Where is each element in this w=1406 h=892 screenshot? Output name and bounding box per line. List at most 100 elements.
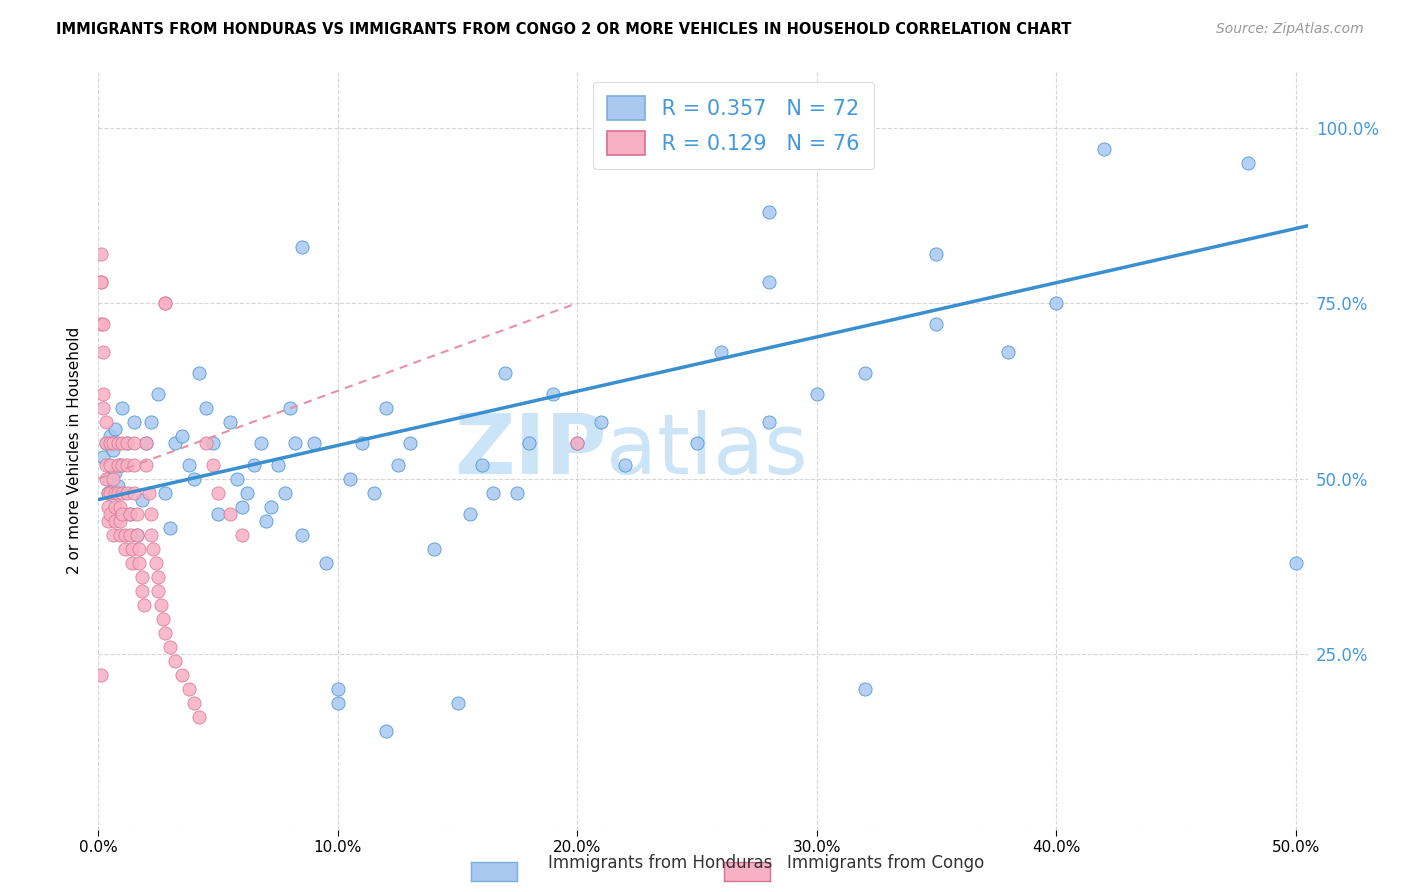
Point <box>124 485 146 500</box>
Point <box>179 682 201 697</box>
Point <box>90 317 112 331</box>
Point <box>90 275 112 289</box>
Point <box>104 514 127 528</box>
Point <box>100 458 122 472</box>
Point <box>291 240 314 254</box>
Point <box>470 458 492 472</box>
Point <box>155 626 177 640</box>
Point <box>446 696 468 710</box>
Point <box>350 436 373 450</box>
Point <box>90 247 112 261</box>
Point <box>614 458 637 472</box>
Point <box>101 471 124 485</box>
Point <box>398 436 420 450</box>
Point <box>159 521 181 535</box>
Point <box>90 275 112 289</box>
Point <box>142 541 165 556</box>
Point <box>101 527 124 541</box>
Point <box>506 485 529 500</box>
Point <box>758 120 780 135</box>
Point <box>124 416 146 430</box>
Point <box>128 541 150 556</box>
Point <box>108 514 131 528</box>
Point <box>806 387 828 401</box>
Point <box>94 416 117 430</box>
Point <box>231 500 253 514</box>
Point <box>97 471 120 485</box>
Point <box>91 345 114 359</box>
Point <box>100 436 122 450</box>
Point <box>107 478 129 492</box>
Point <box>207 485 229 500</box>
Point <box>183 471 205 485</box>
Point <box>326 696 349 710</box>
Point <box>97 500 120 514</box>
Point <box>231 527 253 541</box>
Point <box>188 366 211 380</box>
Point <box>121 556 143 570</box>
Point <box>148 387 170 401</box>
Point <box>219 507 242 521</box>
Point <box>1045 296 1067 310</box>
Point <box>686 436 709 450</box>
Text: Source: ZipAtlas.com: Source: ZipAtlas.com <box>1216 22 1364 37</box>
Point <box>236 485 259 500</box>
Point <box>139 507 162 521</box>
Point <box>148 583 170 598</box>
Point <box>163 436 186 450</box>
Point <box>94 471 117 485</box>
Text: Immigrants from Congo: Immigrants from Congo <box>787 855 984 872</box>
Point <box>374 401 396 416</box>
Point <box>121 541 143 556</box>
Point <box>94 436 117 450</box>
Point <box>131 570 153 584</box>
Point <box>111 458 134 472</box>
Point <box>138 485 160 500</box>
Point <box>114 527 136 541</box>
Text: IMMIGRANTS FROM HONDURAS VS IMMIGRANTS FROM CONGO 2 OR MORE VEHICLES IN HOUSEHOL: IMMIGRANTS FROM HONDURAS VS IMMIGRANTS F… <box>56 22 1071 37</box>
Point <box>111 401 134 416</box>
Point <box>374 724 396 739</box>
Point <box>250 436 273 450</box>
Point <box>100 429 122 443</box>
Point <box>101 443 124 458</box>
Point <box>925 317 948 331</box>
Point <box>219 416 242 430</box>
Point <box>567 436 589 450</box>
Point <box>155 296 177 310</box>
Point <box>202 458 225 472</box>
Point <box>267 458 290 472</box>
Text: Immigrants from Honduras: Immigrants from Honduras <box>548 855 773 872</box>
Point <box>202 436 225 450</box>
Point <box>131 583 153 598</box>
Point <box>111 485 134 500</box>
Point <box>260 500 283 514</box>
Point <box>155 485 177 500</box>
Point <box>104 485 127 500</box>
Point <box>94 458 117 472</box>
Point <box>339 471 361 485</box>
Point <box>90 668 112 682</box>
Point <box>315 556 337 570</box>
Point <box>114 541 136 556</box>
Point <box>145 556 167 570</box>
Point <box>107 485 129 500</box>
Point <box>115 458 138 472</box>
Point <box>183 696 205 710</box>
Point <box>91 450 114 465</box>
Point <box>758 204 780 219</box>
Point <box>291 527 314 541</box>
Point <box>118 527 141 541</box>
Point <box>101 436 124 450</box>
Point <box>543 387 565 401</box>
Point <box>91 387 114 401</box>
Point <box>100 485 122 500</box>
Point <box>853 366 876 380</box>
Point <box>108 527 131 541</box>
Point <box>132 598 155 612</box>
Point <box>91 317 114 331</box>
Point <box>115 485 138 500</box>
Point <box>1284 556 1306 570</box>
Point <box>458 507 481 521</box>
Point <box>91 401 114 416</box>
